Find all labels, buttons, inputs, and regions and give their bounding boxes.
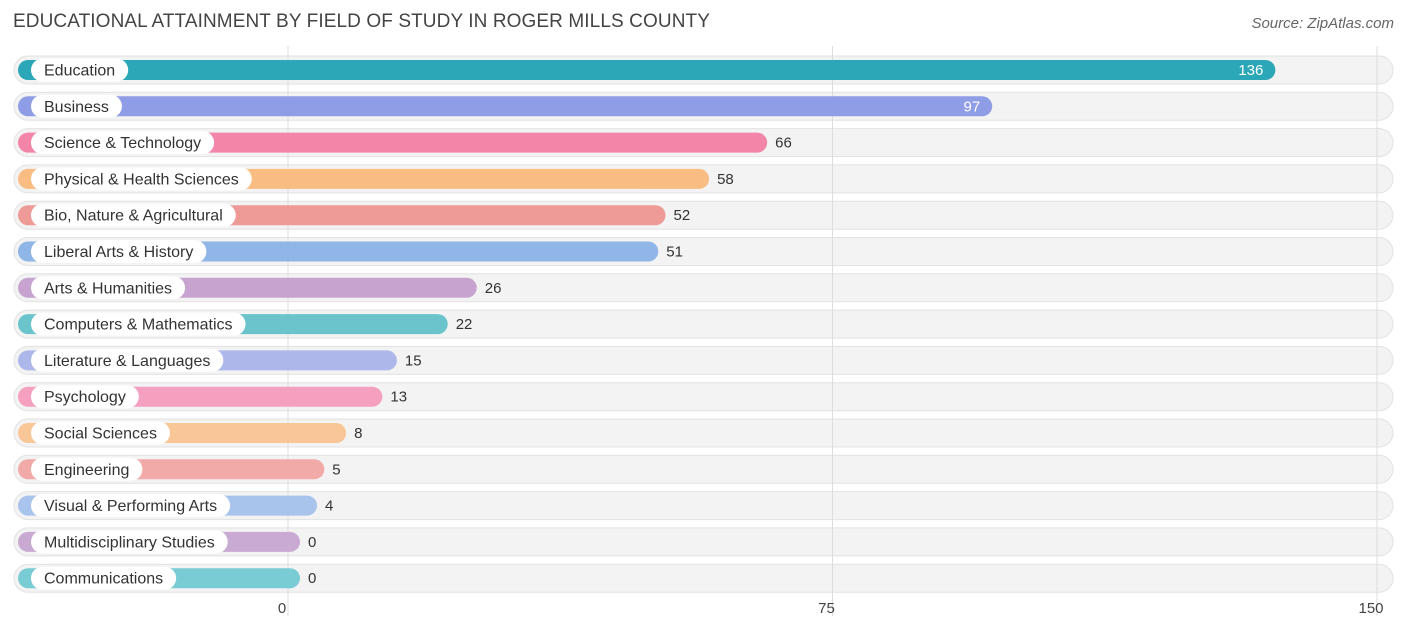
value-label: 51	[666, 244, 683, 261]
row-track	[13, 527, 1394, 557]
value-label: 97	[964, 98, 981, 115]
row-track	[13, 563, 1394, 593]
bar-label: Visual & Performing Arts	[44, 498, 217, 515]
bar-label-pill	[31, 167, 252, 191]
bar-label-pill	[31, 240, 207, 263]
bar-label: Computers & Mathematics	[44, 317, 233, 334]
bar	[18, 60, 1276, 80]
bar-label-pill	[31, 530, 228, 554]
row-track	[13, 418, 1394, 448]
bar-label-pill	[31, 94, 122, 118]
value-label: 5	[332, 461, 340, 478]
bar-label-pill	[31, 494, 231, 518]
value-label: 136	[1238, 62, 1263, 79]
bar	[18, 96, 993, 117]
bar-label-pill	[31, 385, 139, 409]
value-label: 4	[325, 498, 333, 515]
value-label: 13	[390, 389, 407, 406]
x-tick-label: 150	[1358, 600, 1383, 617]
value-label: 8	[354, 425, 362, 442]
value-label: 26	[485, 280, 502, 297]
bar-label: Bio, Nature & Agricultural	[44, 208, 223, 225]
bar-label: Science & Technology	[44, 135, 201, 152]
bar-label: Physical & Health Sciences	[44, 171, 239, 188]
bar-label: Arts & Humanities	[44, 280, 172, 297]
row-track	[13, 454, 1394, 484]
bar-label: Education	[44, 63, 115, 80]
bar-label: Psychology	[44, 389, 126, 406]
value-label: 58	[717, 171, 734, 188]
value-label: 52	[674, 207, 691, 224]
value-label: 66	[775, 135, 792, 152]
source-label: Source: ZipAtlas.com	[1251, 15, 1394, 32]
bar-label-pill	[31, 457, 143, 481]
bar-label: Literature & Languages	[44, 353, 210, 370]
x-tick-label: 75	[818, 600, 835, 617]
chart-title: EDUCATIONAL ATTAINMENT BY FIELD OF STUDY…	[13, 11, 710, 32]
bar-label: Business	[44, 99, 109, 116]
row-track	[13, 491, 1394, 521]
bar-label: Social Sciences	[44, 426, 157, 443]
bar-label-pill	[31, 58, 129, 82]
value-label: 22	[456, 316, 473, 333]
value-label: 15	[405, 352, 422, 369]
bar-label: Liberal Arts & History	[44, 244, 193, 261]
bar-label-pill	[31, 312, 246, 336]
bar-label: Engineering	[44, 462, 129, 479]
bar-label-pill	[31, 131, 215, 155]
bar-label-pill	[31, 348, 224, 372]
value-label: 0	[308, 534, 316, 551]
x-tick-label: 0	[278, 600, 286, 617]
bar-label-pill	[31, 203, 236, 227]
value-label: 0	[308, 570, 316, 587]
bar-label-pill	[31, 276, 186, 300]
bar-label-pill	[31, 566, 177, 590]
bar-label: Communications	[44, 571, 163, 588]
bar-label: Multidisciplinary Studies	[44, 534, 215, 551]
bar-label-pill	[31, 421, 170, 445]
